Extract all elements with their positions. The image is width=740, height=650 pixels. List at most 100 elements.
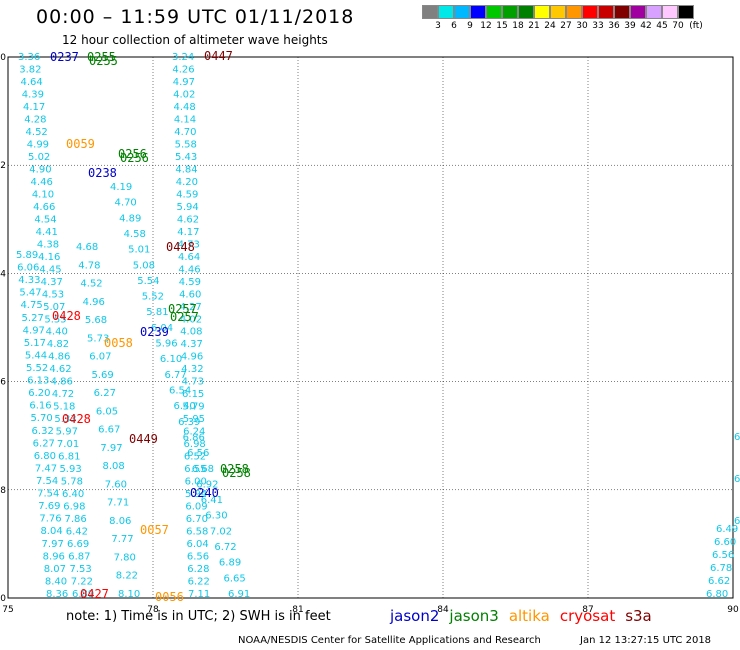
map-frame [7,56,734,599]
track-c-value: 6.86 [183,432,205,443]
track-b-value: 4.48 [173,102,195,113]
track-b-value: 6.58 [186,527,208,538]
track-a-value: 4.17 [23,102,45,113]
track-b-value: 4.32 [181,364,203,375]
mid-column-value: 8.22 [116,571,138,582]
track-c-value: 4.89 [119,213,141,224]
track-a-value: 5.97 [56,427,78,438]
track-c-value: 6.92 [196,479,218,490]
track-a-value: 3.82 [19,64,41,75]
track-a-value: 4.64 [21,77,43,88]
track-b-value: 5.58 [175,139,197,150]
track-a-value: 5.18 [53,402,75,413]
track-c-value: 6.56 [187,448,209,459]
track-c-value: 6.65 [223,573,245,584]
color-scale-label: 6 [451,21,457,31]
track-c-value: 6.77 [164,370,186,381]
mid-column-value: 4.52 [80,279,102,290]
track-b-value: 5.79 [182,402,204,413]
track-a-value: 6.89 [72,589,94,600]
color-scale-label: 42 [640,21,652,31]
track-b-value: 4.17 [177,227,199,238]
track-c-value: 6.40 [174,401,196,412]
track-c-value: 6.04 [151,323,173,334]
track-b-value: 4.14 [174,114,196,125]
mid-column-value: 5.69 [91,370,113,381]
track-a-value: 4.82 [47,339,69,350]
mid-column-value: 7.97 [100,443,122,454]
color-scale-swatch [550,5,566,19]
color-scale-swatch [486,5,502,19]
west-column-value: 7.54 [36,476,58,487]
color-scale-label: 12 [480,21,492,31]
west-column-value: 7.76 [39,514,61,525]
page-subtitle: 12 hour collection of altimeter wave hei… [62,33,328,47]
pass-time-label: 0237 [50,50,79,64]
track-b-value: 4.60 [179,289,201,300]
west-column-value: 6.06 [17,263,39,274]
color-scale-label: 24 [544,21,556,31]
page-title: 00:00 – 11:59 UTC 01/11/2018 [36,6,355,28]
pass-time-label: 0256 [118,147,147,161]
lon-tick-label: 81 [292,605,303,615]
color-scale-label: 27 [560,21,572,31]
track-a-value: 4.86 [48,352,70,363]
mid-column-value: 6.27 [94,388,116,399]
track-b-value: 6.70 [186,514,208,525]
credit-line: NOAA/NESDIS Center for Satellite Applica… [238,635,541,646]
track-c-value: 4.19 [110,182,132,193]
satellite-legend-jason3: jason3 [449,607,499,625]
track-c-value: 7.02 [210,526,232,537]
track-c-value: 6.68 [192,464,214,475]
mid-column-value: 4.68 [76,242,98,253]
lat-tick-label: -8 [0,486,6,496]
pass-time-label: 0427 [80,587,109,601]
track-c-value: 6.10 [160,354,182,365]
track-b-value: 6.55 [184,464,206,475]
track-b-value: 6.09 [185,502,207,513]
color-scale-swatch [438,5,454,19]
track-a-value: 4.40 [46,327,68,338]
pass-time-label: 0058 [104,336,133,350]
map-grid [7,56,734,599]
color-scale-swatch [502,5,518,19]
track-b-value: 5.94 [176,202,198,213]
track-a-value: 6.81 [58,452,80,463]
track-b-value: 4.73 [178,239,200,250]
track-a-value: 5.02 [28,152,50,163]
generated-timestamp: Jan 12 13:27:15 UTC 2018 [580,635,712,646]
color-scale-swatch [454,5,470,19]
west-column-value: 6.32 [32,426,54,437]
west-column-value: 8.36 [46,589,68,600]
color-scale-legend [422,5,694,19]
west-column-value: 8.04 [40,526,62,537]
mid-column-value: 4.96 [83,297,105,308]
pass-time-label: 0449 [129,432,158,446]
pass-time-label: 0428 [62,412,91,426]
track-b-value: 7.11 [188,589,210,600]
track-b-value: 6.98 [184,439,206,450]
track-c-value: 4.70 [115,198,137,209]
track-b-value: 4.84 [175,164,197,175]
track-a-value: 4.28 [24,114,46,125]
east-column-value: 6.60 [714,537,736,548]
color-scale-labels: 3 6 9 12 15 18 21 24 27 30 33 36 39 42 45 70 (ft) [422,21,740,35]
track-b-value: 4.62 [177,214,199,225]
pass-time-label: 0257 [170,310,199,324]
pass-time-label: 0428 [52,309,81,323]
track-c-value: 4.58 [124,229,146,240]
track-b-value: 6.04 [187,539,209,550]
track-a-value: 3.36 [18,52,40,63]
pass-time-label: 0239 [140,325,169,339]
track-a-value: 5.33 [54,414,76,425]
color-scale-label: 9 [467,21,473,31]
pass-time-label: 0255 [87,50,116,64]
lon-tick-label: 75 [2,605,13,615]
mid-column-value: 8.06 [109,516,131,527]
west-column-value: 5.47 [19,288,41,299]
track-b-value: 4.73 [182,377,204,388]
track-a-value: 4.45 [39,264,61,275]
track-b-value: 4.70 [174,127,196,138]
track-a-value: 6.42 [66,527,88,538]
west-column-value: 6.27 [33,438,55,449]
